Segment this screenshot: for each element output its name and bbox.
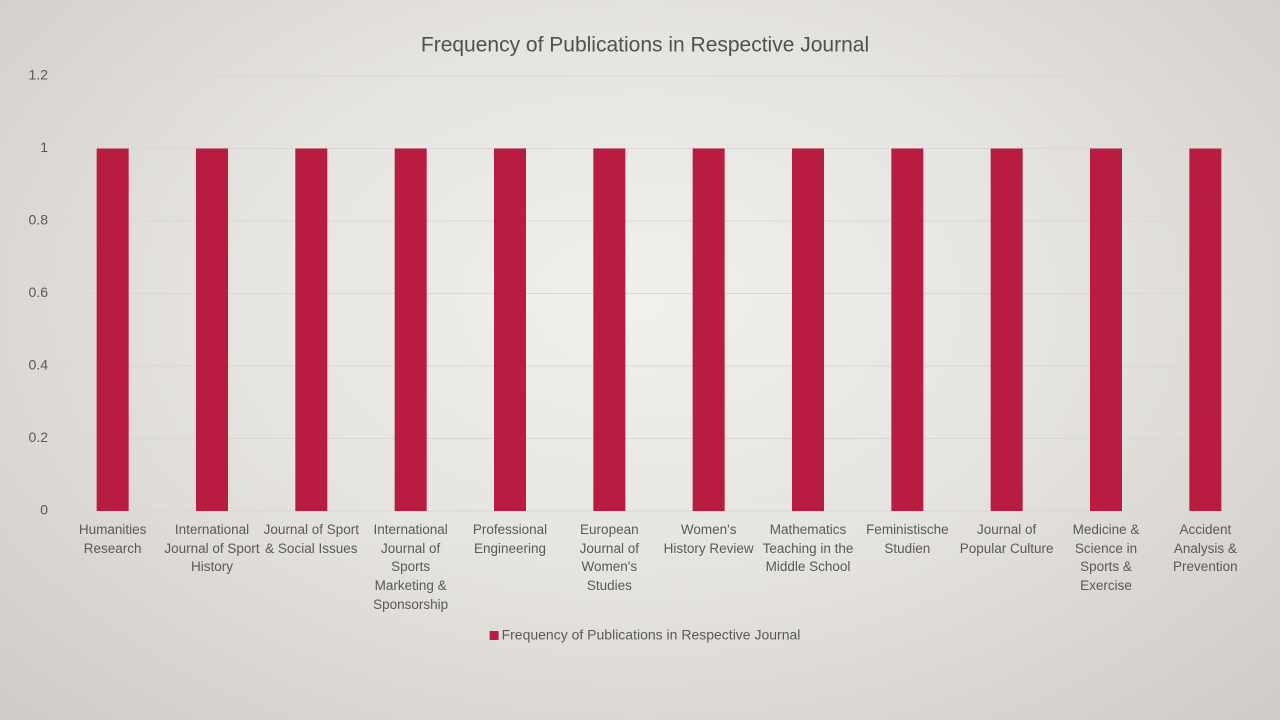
bar	[891, 148, 924, 511]
y-tick-label: 0	[40, 502, 48, 518]
x-tick-label: International Journal of Sport History	[164, 522, 260, 575]
y-tick-label: 0.4	[29, 357, 49, 373]
bar	[990, 148, 1023, 511]
x-tick-label: Professional Engineering	[472, 522, 548, 556]
bar	[494, 148, 526, 511]
y-tick-label: 0.2	[29, 429, 49, 445]
legend-label: Frequency of Publications in Respective …	[502, 627, 801, 643]
bar	[394, 148, 427, 511]
y-tick-label: 1.2	[29, 67, 49, 83]
x-tick-label: Medicine & Science in Sports & Exercise	[1072, 522, 1140, 594]
x-tick-label: International Journal of Sports Marketin…	[373, 522, 449, 612]
bar	[196, 148, 228, 511]
x-tick-label: Humanities Research	[78, 522, 147, 556]
chart-title: Frequency of Publications in Respective …	[421, 34, 869, 57]
bar	[295, 148, 328, 511]
bar	[593, 148, 626, 511]
x-tick-label: Women's History Review	[663, 522, 754, 556]
y-tick-label: 0.6	[29, 284, 49, 300]
y-tick-label: 1	[40, 139, 48, 155]
x-tick-label: Journal of Popular Culture	[959, 522, 1054, 556]
x-tick-label: European Journal of Women's Studies	[579, 522, 639, 594]
bar	[692, 148, 725, 511]
bar	[1189, 148, 1222, 511]
y-tick-label: 0.8	[29, 212, 49, 228]
x-tick-label: Journal of Sport & Social Issues	[263, 522, 359, 556]
bar	[96, 148, 129, 511]
legend-swatch	[489, 631, 499, 640]
bar	[792, 148, 824, 511]
bar	[1090, 148, 1122, 511]
x-tick-label: Accident Analysis & Prevention	[1173, 522, 1238, 575]
x-tick-label: Feministische Studien	[866, 522, 949, 556]
x-tick-label: Mathematics Teaching in the Middle Schoo…	[762, 522, 854, 575]
